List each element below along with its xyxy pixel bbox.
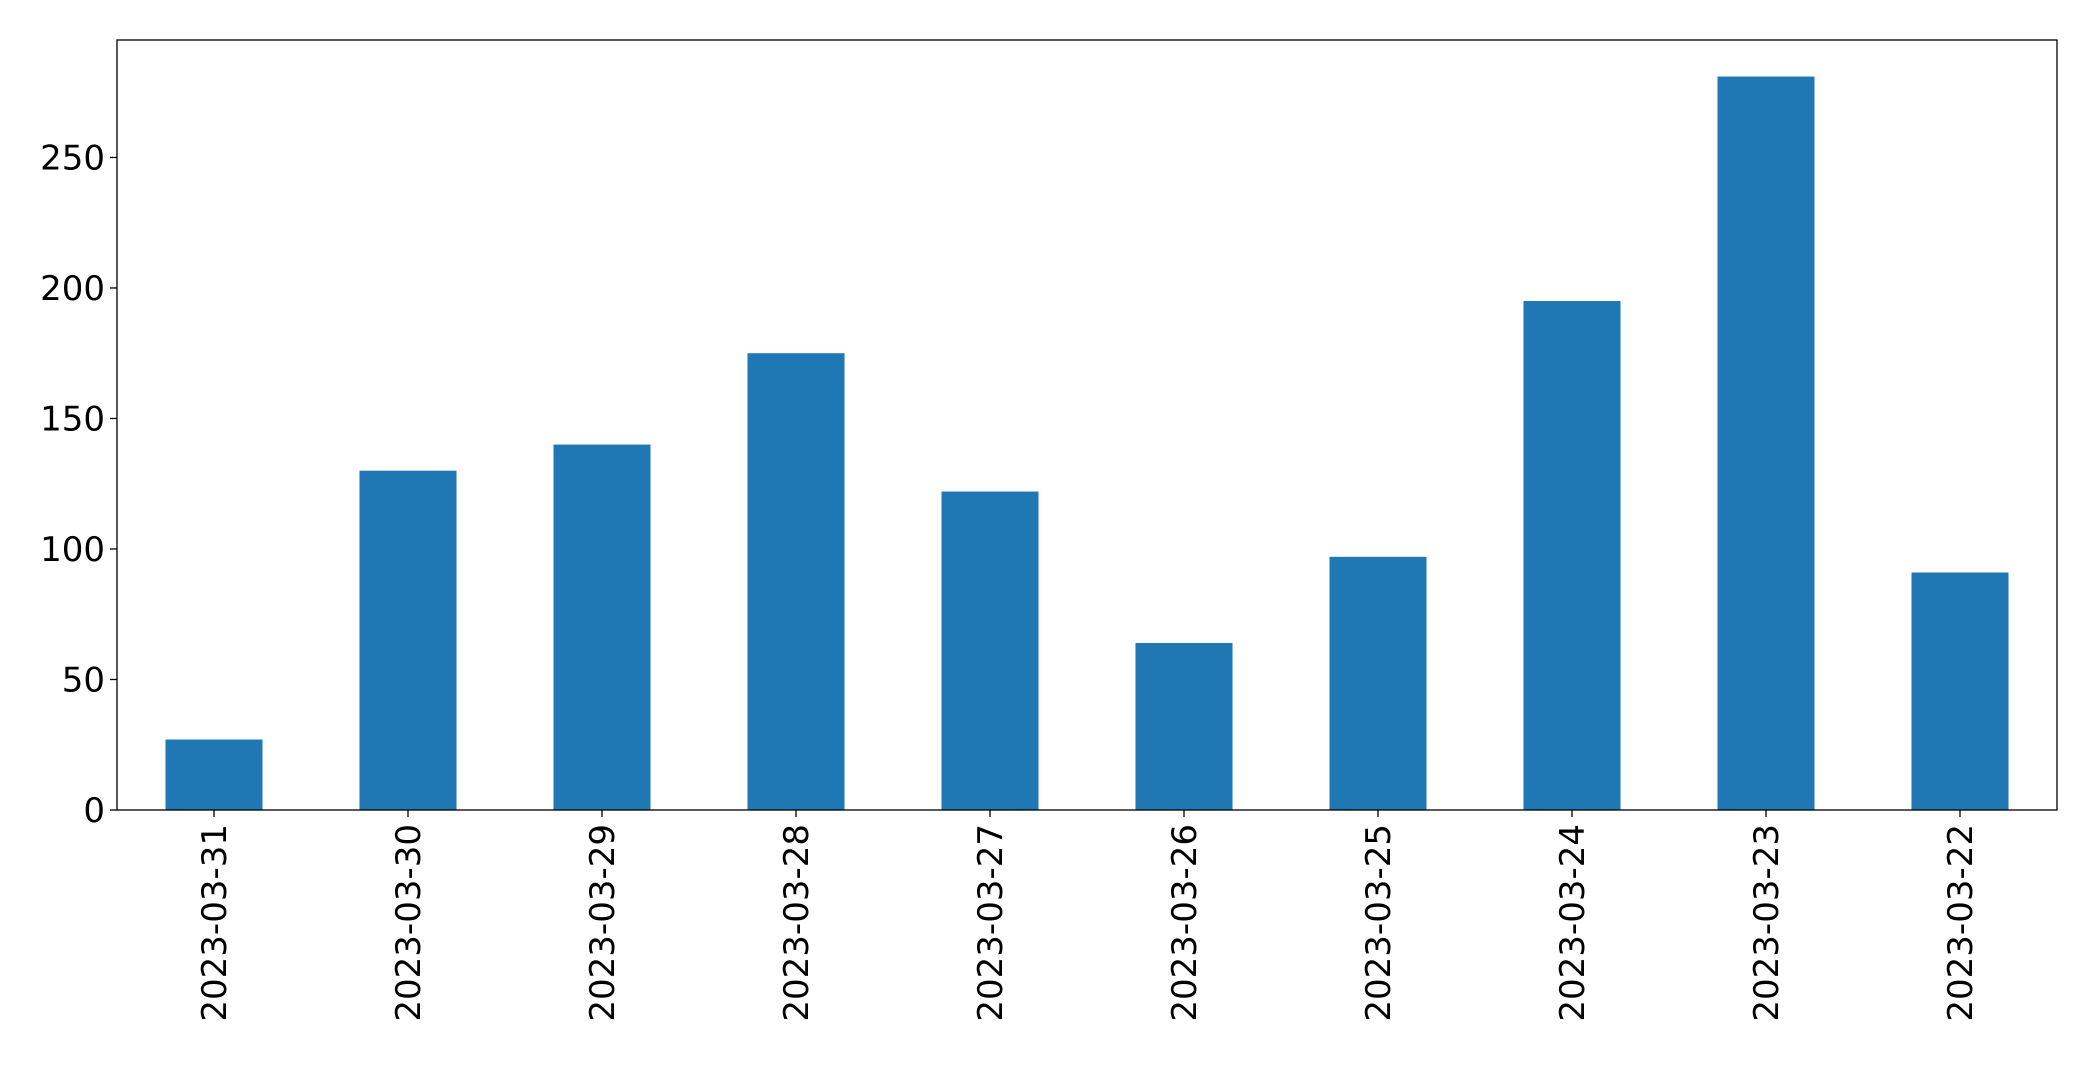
x-tick-label: 2023-03-31 (195, 824, 235, 1022)
x-tick-label: 2023-03-24 (1553, 824, 1593, 1022)
bar-2023-03-23 (1717, 76, 1815, 811)
x-tick-label: 2023-03-26 (1165, 824, 1205, 1022)
bar-2023-03-31 (165, 739, 263, 810)
bar-2023-03-22 (1911, 572, 2009, 810)
bar-2023-03-27 (941, 491, 1039, 810)
y-tick-label: 100 (40, 530, 105, 570)
x-tick-label: 2023-03-30 (389, 824, 429, 1022)
axes-frame (116, 39, 2058, 811)
y-tick-label: 200 (40, 269, 105, 309)
x-tick-label: 2023-03-28 (777, 824, 817, 1022)
x-tick-label: 2023-03-22 (1941, 824, 1981, 1022)
x-tick-label: 2023-03-29 (583, 824, 623, 1022)
bar-2023-03-29 (553, 444, 651, 810)
y-tick-label: 150 (40, 399, 105, 439)
x-tick-label: 2023-03-23 (1747, 824, 1787, 1022)
bars-layer (165, 76, 2009, 811)
x-tick-label: 2023-03-25 (1359, 824, 1399, 1022)
bar-2023-03-26 (1135, 642, 1233, 810)
x-axis: 2023-03-31 2023-03-30 2023-03-29 2023-03-28… (195, 810, 1981, 1022)
y-tick-label: 0 (83, 791, 105, 831)
y-tick-label: 250 (40, 138, 105, 178)
bar-2023-03-30 (359, 470, 457, 810)
x-tick-label: 2023-03-27 (971, 824, 1011, 1022)
y-tick-label: 50 (62, 660, 105, 700)
bar-2023-03-28 (747, 353, 845, 810)
y-axis: 0 50 100 150 200 250 (40, 138, 117, 831)
bar-2023-03-25 (1329, 556, 1427, 810)
bar-2023-03-24 (1523, 301, 1621, 810)
